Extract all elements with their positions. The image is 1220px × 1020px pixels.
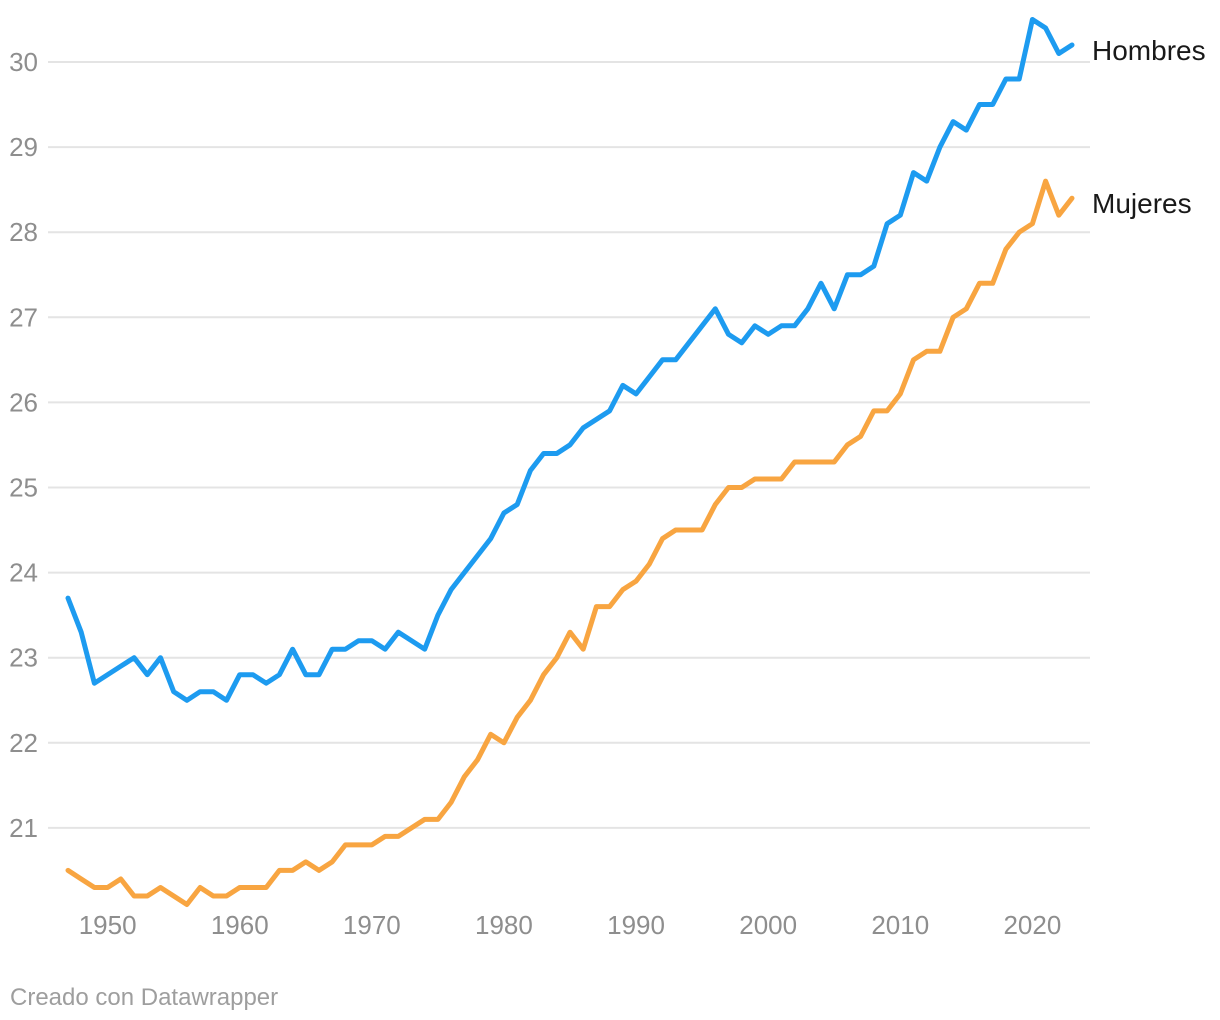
x-tick-label-1950: 1950 xyxy=(79,910,137,940)
datawrapper-attribution: Creado con Datawrapper xyxy=(10,984,279,1011)
mujeres-line xyxy=(65,178,1075,907)
y-tick-label-30: 30 xyxy=(9,47,38,77)
y-tick-label-22: 22 xyxy=(9,728,38,758)
x-tick-label-1970: 1970 xyxy=(343,910,401,940)
y-tick-label-28: 28 xyxy=(9,217,38,247)
x-tick-label-2010: 2010 xyxy=(871,910,929,940)
y-tick-label-23: 23 xyxy=(9,643,38,673)
y-tick-label-29: 29 xyxy=(9,132,38,162)
hombres-line xyxy=(65,17,1075,703)
y-tick-label-21: 21 xyxy=(9,813,38,843)
x-tick-label-1990: 1990 xyxy=(607,910,665,940)
y-tick-label-25: 25 xyxy=(9,473,38,503)
mujeres-series-label: Mujeres xyxy=(1092,188,1192,219)
y-tick-label-24: 24 xyxy=(9,558,38,588)
x-tick-label-1960: 1960 xyxy=(211,910,269,940)
hombres-series-label: Hombres xyxy=(1092,35,1206,66)
x-tick-label-2000: 2000 xyxy=(739,910,797,940)
y-tick-label-27: 27 xyxy=(9,302,38,332)
x-tick-label-2020: 2020 xyxy=(1003,910,1061,940)
y-tick-label-26: 26 xyxy=(9,387,38,417)
x-tick-label-1980: 1980 xyxy=(475,910,533,940)
